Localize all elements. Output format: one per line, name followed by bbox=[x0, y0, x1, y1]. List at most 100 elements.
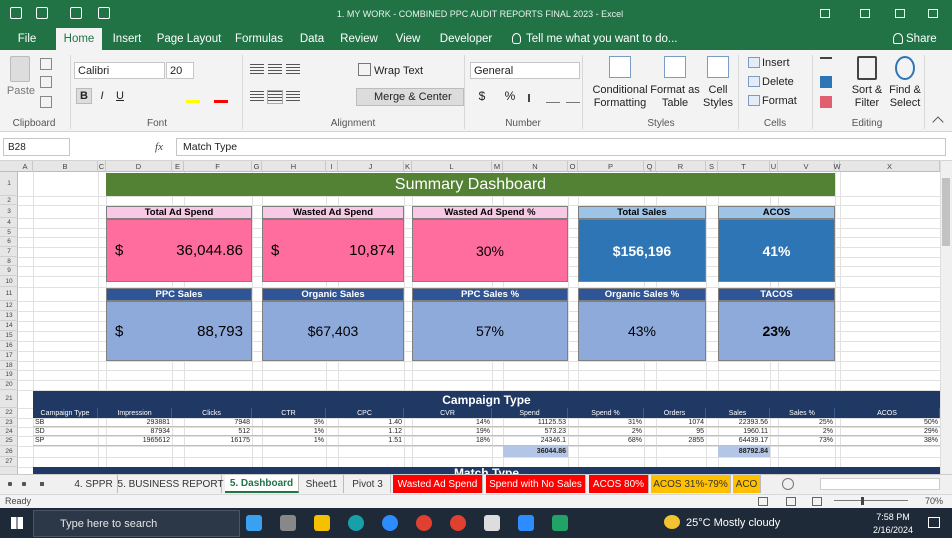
wrap-text[interactable]: Wrap Text bbox=[374, 64, 424, 77]
row-header[interactable]: 12 bbox=[0, 301, 18, 311]
column-header[interactable]: W bbox=[833, 161, 841, 172]
column-header[interactable]: X bbox=[840, 161, 940, 172]
row-header[interactable]: 9 bbox=[0, 266, 18, 276]
number-button[interactable]: % bbox=[504, 89, 516, 103]
row-header[interactable]: 3 bbox=[0, 205, 18, 218]
zoom-thumb[interactable] bbox=[861, 497, 864, 505]
ribbon-tab[interactable]: Review bbox=[340, 33, 378, 45]
editing-button[interactable]: Find & Select bbox=[889, 84, 921, 109]
cells-icon[interactable] bbox=[748, 95, 760, 106]
column-header[interactable]: B bbox=[33, 161, 98, 172]
comma-button[interactable] bbox=[528, 94, 532, 102]
sheet-tab[interactable]: 5. BUSINESS REPORT bbox=[118, 475, 223, 493]
row-header[interactable]: 23 bbox=[0, 418, 18, 427]
add-sheet[interactable] bbox=[782, 478, 794, 490]
editing-icon[interactable] bbox=[820, 96, 832, 108]
sheet-nav[interactable] bbox=[8, 482, 12, 486]
taskbar-app[interactable] bbox=[382, 515, 398, 531]
row-header[interactable]: 18 bbox=[0, 361, 18, 370]
search-text[interactable]: Type here to search bbox=[60, 517, 158, 530]
paste-icon[interactable] bbox=[10, 56, 30, 82]
row-header[interactable]: 11 bbox=[0, 287, 18, 301]
sheet-tab[interactable]: ACOS 31%-79% bbox=[651, 475, 731, 493]
zoom-level[interactable]: 70% bbox=[924, 496, 943, 506]
taskbar-app[interactable] bbox=[552, 515, 568, 531]
row-header[interactable]: 2 bbox=[0, 196, 18, 205]
view-button[interactable] bbox=[758, 497, 768, 506]
clipboard-icon[interactable] bbox=[40, 58, 52, 70]
sheet-tab[interactable]: 4. SPPR bbox=[70, 475, 118, 493]
zoom-slider[interactable] bbox=[834, 500, 908, 501]
window-control[interactable] bbox=[928, 9, 938, 18]
column-header[interactable]: R bbox=[656, 161, 706, 172]
scroll-thumb[interactable] bbox=[942, 178, 950, 246]
notifications[interactable] bbox=[928, 517, 940, 528]
column-header[interactable]: L bbox=[412, 161, 492, 172]
cells-button[interactable]: Format bbox=[762, 94, 797, 107]
taskbar-app[interactable] bbox=[280, 515, 296, 531]
decimal-button[interactable] bbox=[566, 89, 580, 103]
clock-time[interactable]: 7:58 PM bbox=[876, 512, 910, 522]
ribbon-tab[interactable]: Data bbox=[299, 33, 325, 45]
font-style-button[interactable]: U bbox=[116, 90, 124, 102]
column-header[interactable]: U bbox=[770, 161, 778, 172]
row-header[interactable]: 13 bbox=[0, 311, 18, 321]
weather[interactable]: 25°C Mostly cloudy bbox=[686, 517, 781, 529]
taskbar-app[interactable] bbox=[450, 515, 466, 531]
ribbon-tab[interactable]: Developer bbox=[439, 33, 493, 45]
formula-fx[interactable]: fx bbox=[155, 141, 163, 153]
column-header[interactable]: A bbox=[18, 161, 33, 172]
taskbar-app[interactable] bbox=[314, 515, 330, 531]
cells-button[interactable]: Insert bbox=[762, 56, 790, 69]
align-button[interactable] bbox=[250, 91, 264, 103]
taskbar-app[interactable] bbox=[416, 515, 432, 531]
editing-icon[interactable] bbox=[820, 76, 832, 88]
taskbar-app[interactable] bbox=[348, 515, 364, 531]
column-header[interactable]: N bbox=[503, 161, 568, 172]
column-header[interactable]: J bbox=[338, 161, 404, 172]
ribbon-tab[interactable]: Home bbox=[56, 28, 102, 50]
sheet-tab[interactable]: 5. Dashboard bbox=[225, 475, 299, 493]
row-header[interactable]: 24 bbox=[0, 427, 18, 436]
undo-icon[interactable] bbox=[36, 7, 48, 19]
taskbar-app[interactable] bbox=[484, 515, 500, 531]
styles-button[interactable]: Cell Styles bbox=[703, 84, 733, 109]
row-header[interactable]: 27 bbox=[0, 457, 18, 467]
sheet-tab[interactable]: ACO bbox=[733, 475, 761, 493]
align-button[interactable] bbox=[286, 91, 300, 103]
column-header[interactable]: G bbox=[252, 161, 262, 172]
clipboard-icon[interactable] bbox=[40, 96, 52, 108]
save-icon[interactable] bbox=[10, 7, 22, 19]
row-header[interactable]: 8 bbox=[0, 257, 18, 266]
row-header[interactable]: 25 bbox=[0, 436, 18, 446]
clock-date[interactable]: 2/16/2024 bbox=[872, 525, 914, 535]
row-header[interactable]: 14 bbox=[0, 321, 18, 331]
align-button[interactable] bbox=[267, 90, 283, 104]
paste-button[interactable]: Paste bbox=[6, 85, 36, 97]
editing-icon[interactable] bbox=[820, 57, 832, 69]
column-header[interactable]: C bbox=[98, 161, 106, 172]
redo-icon[interactable] bbox=[70, 7, 82, 19]
row-header[interactable]: 17 bbox=[0, 351, 18, 361]
row-header[interactable]: 19 bbox=[0, 370, 18, 380]
merge-center[interactable]: Merge & Center bbox=[374, 91, 452, 103]
styles-icon[interactable] bbox=[609, 56, 631, 78]
align-button[interactable] bbox=[286, 64, 300, 76]
clipboard-icon[interactable] bbox=[40, 76, 52, 88]
share-button[interactable]: Share bbox=[906, 33, 937, 45]
ribbon-tab[interactable]: Insert bbox=[112, 33, 142, 45]
ribbon-tab[interactable]: File bbox=[17, 33, 37, 45]
row-header[interactable]: 16 bbox=[0, 341, 18, 351]
sheet-nav[interactable] bbox=[22, 482, 26, 486]
styles-icon[interactable] bbox=[664, 56, 686, 78]
tell-me[interactable]: Tell me what you want to do... bbox=[526, 33, 678, 45]
column-header[interactable]: M bbox=[492, 161, 503, 172]
column-header[interactable]: T bbox=[718, 161, 770, 172]
row-header[interactable]: 4 bbox=[0, 218, 18, 228]
column-header[interactable]: H bbox=[262, 161, 326, 172]
column-header[interactable]: S bbox=[706, 161, 718, 172]
wrap-icon[interactable] bbox=[358, 63, 371, 76]
align-button[interactable] bbox=[268, 64, 282, 76]
view-button[interactable] bbox=[812, 497, 822, 506]
search-box[interactable] bbox=[33, 510, 240, 537]
